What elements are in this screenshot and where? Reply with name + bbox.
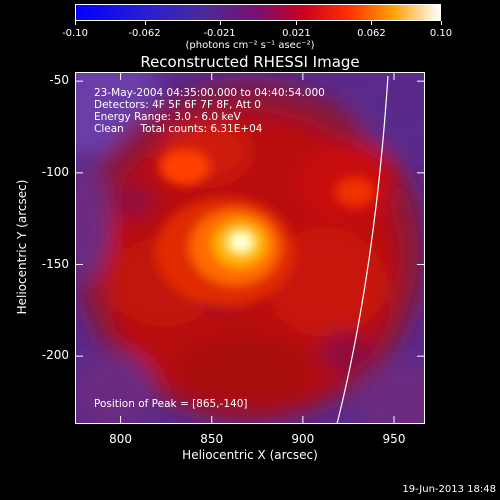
colorbar-tick-mark: [296, 21, 298, 25]
colorbar-tick-mark: [75, 21, 76, 25]
annotation-peak-position: Position of Peak = [865,-140]: [94, 398, 248, 410]
colorbar-tick-mark: [219, 21, 221, 25]
colorbar-tick-label: -0.062: [128, 28, 161, 39]
solar-limb-line: [336, 75, 389, 424]
colorbar-tick-mark: [371, 21, 373, 25]
annotation-clean: Clean Total counts: 6.31E+04: [94, 123, 263, 135]
colorbar: [75, 4, 441, 21]
y-tick-label: -200: [41, 348, 69, 363]
y-tick-label: -150: [41, 256, 69, 271]
colorbar-tick-label: 0.10: [429, 28, 453, 39]
chart-title: Reconstructed RHESSI Image: [140, 53, 360, 71]
colorbar-tick-label: -0.10: [62, 28, 88, 39]
plot-area: 23-May-2004 04:35:00.000 to 04:40:54.000…: [75, 72, 425, 424]
colorbar-units-label: (photons cm⁻² s⁻¹ asec⁻²): [185, 40, 315, 51]
y-axis-label: Heliocentric Y (arcsec): [15, 179, 29, 315]
y-tick-label: -100: [41, 164, 69, 179]
colorbar-tick-label: 0.021: [282, 28, 311, 39]
heatmap-bright-source: [155, 149, 375, 307]
colorbar-gradient: [76, 5, 440, 20]
annotation-energy: Energy Range: 3.0 - 6.0 keV: [94, 111, 241, 123]
colorbar-tick-mark: [441, 21, 442, 25]
heatmap-image: [75, 72, 425, 424]
annotation-time: 23-May-2004 04:35:00.000 to 04:40:54.000: [94, 87, 325, 99]
footer-timestamp: 19-Jun-2013 18:48: [402, 484, 496, 495]
x-tick-label: 900: [291, 432, 315, 446]
x-tick-label: 800: [109, 432, 133, 446]
x-tick-label: 850: [200, 432, 224, 446]
colorbar-tick-label: -0.021: [203, 28, 236, 39]
annotation-detectors: Detectors: 4F 5F 6F 7F 8F, Att 0: [94, 99, 261, 111]
x-tick-label: 950: [382, 432, 406, 446]
colorbar-tick-label: 0.062: [357, 28, 386, 39]
x-axis-label: Heliocentric X (arcsec): [182, 448, 318, 462]
colorbar-tick-mark: [144, 21, 146, 25]
y-tick-label: -50: [49, 73, 69, 88]
